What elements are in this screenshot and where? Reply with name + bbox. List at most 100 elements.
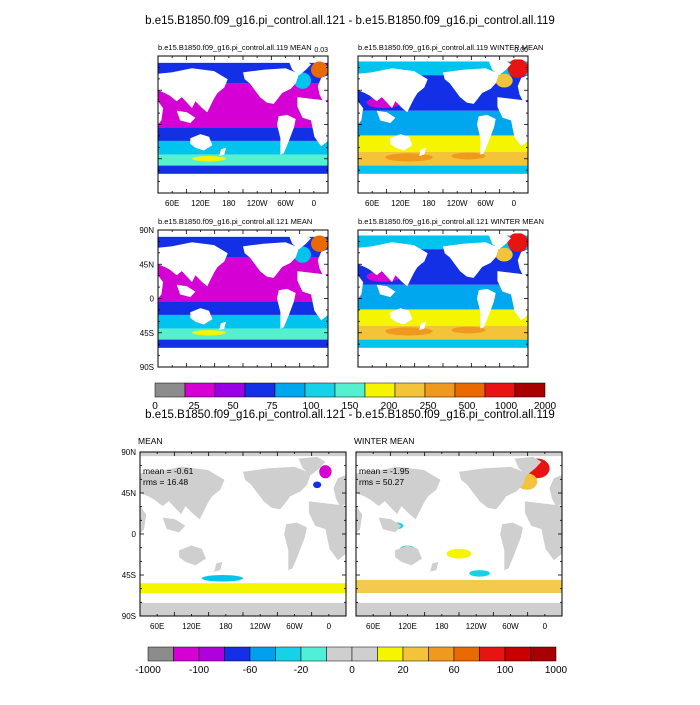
land-mask: [214, 561, 223, 572]
colorbar-swatch: [504, 646, 531, 662]
colorbar-swatch: [173, 646, 200, 662]
colorbar-swatch: [428, 646, 455, 662]
diff-title: b.e15.B1850.f09_g16.pi_control.all.121 -…: [145, 409, 555, 421]
land-mask: [356, 466, 441, 520]
land-mask: [158, 182, 328, 193]
lon-tick-label: 180: [422, 199, 436, 208]
colorbar-swatch: [351, 646, 378, 662]
land-mask: [298, 456, 326, 475]
land-mask: [179, 545, 206, 566]
colorbar-swatch: [479, 646, 506, 662]
lon-tick-label: 60E: [366, 622, 380, 631]
land-mask: [243, 68, 300, 104]
panel-title: b.e15.B1850.f09_g16.pi_control.all.119 W…: [358, 43, 543, 52]
colorbar-swatch: [275, 646, 302, 662]
lon-tick-label: 180: [219, 622, 233, 631]
panel-title: MEAN: [138, 436, 163, 446]
lon-tick-label: 60E: [365, 199, 379, 208]
land-mask: [284, 522, 307, 571]
lon-tick-label: 0: [327, 622, 332, 631]
colorbar-swatch: [424, 382, 456, 398]
lat-tick-label: 90S: [122, 612, 136, 621]
colorbar-label: 2000: [534, 401, 557, 412]
colorbar-swatch: [184, 382, 216, 398]
panel-ticks: [157, 229, 329, 368]
panel-corner-value: 0.03: [314, 47, 328, 54]
land-mask: [430, 561, 439, 572]
land-mask: [288, 234, 311, 250]
lon-tick-label: 60E: [150, 622, 164, 631]
land-mask: [497, 97, 528, 147]
land-mask: [517, 75, 528, 102]
lat-tick-label: 90S: [140, 363, 154, 372]
lon-tick-label: 180: [222, 199, 236, 208]
land-mask: [356, 602, 562, 616]
land-mask: [419, 147, 426, 156]
lon-tick-label: 180: [435, 622, 449, 631]
land-mask: [140, 506, 147, 534]
land-mask: [176, 284, 196, 298]
land-mask: [443, 68, 500, 104]
land-mask: [477, 114, 496, 155]
land-mask: [390, 308, 413, 325]
land-mask: [297, 271, 328, 321]
colorbar-swatch: [402, 646, 429, 662]
lon-tick-label: 60W: [277, 199, 294, 208]
land-mask: [358, 275, 364, 299]
top-title: b.e15.B1850.f09_g16.pi_control.all.121 -…: [145, 15, 555, 27]
land-mask: [378, 517, 402, 533]
land-mask: [376, 110, 396, 124]
land-mask: [356, 506, 363, 534]
land-mask: [358, 356, 528, 367]
colorbar-swatch: [198, 646, 225, 662]
land-mask: [376, 284, 396, 298]
lat-tick-label: 90N: [139, 226, 154, 235]
land-mask: [140, 466, 225, 520]
land-mask: [524, 501, 562, 561]
colorbar-label: 50: [227, 401, 239, 412]
panel-ticks: [355, 451, 563, 617]
colorbar-swatch: [154, 382, 186, 398]
panel-ticks: [357, 55, 529, 194]
lat-tick-label: 45N: [121, 489, 136, 498]
land-mask: [158, 356, 328, 367]
colorbar-label: 25: [188, 401, 200, 412]
land-mask: [158, 101, 164, 125]
colorbar-swatch: [224, 646, 251, 662]
land-mask: [317, 249, 328, 276]
lon-tick-label: 120W: [466, 622, 487, 631]
land-mask: [333, 475, 346, 507]
land-mask: [140, 602, 346, 616]
colorbar-label: 0: [349, 665, 355, 676]
colorbar-label: -1000: [135, 665, 161, 676]
colorbar-label: 20: [397, 665, 409, 676]
panel-stat: rms = 50.27: [359, 477, 404, 487]
colorbar-swatch: [514, 382, 546, 398]
lat-tick-label: 45N: [139, 260, 154, 269]
land-mask: [219, 147, 226, 156]
land-mask: [158, 242, 228, 287]
colorbar-swatch: [394, 382, 426, 398]
colorbar-label: -20: [294, 665, 309, 676]
diff-panel-1: 60E 120E 180 120W 60W 0 90N 45N 0 45S 90S MEAN mean …: [121, 436, 347, 631]
lon-tick-label: 60W: [286, 622, 303, 631]
colorbar-label: 500: [459, 401, 476, 412]
panel-ticks: [157, 55, 329, 194]
land-mask: [500, 522, 523, 571]
lon-tick-label: 0: [512, 199, 517, 208]
colorbar-swatch: [300, 646, 327, 662]
top-panel-4: b.e15.B1850.f09_g16.pi_control.all.121 W…: [357, 217, 544, 368]
panel-title: WINTER MEAN: [354, 436, 414, 446]
colorbar-label: -60: [243, 665, 258, 676]
land-mask: [497, 271, 528, 321]
lat-tick-label: 0: [132, 530, 137, 539]
land-mask: [358, 182, 528, 193]
land-mask: [243, 466, 311, 510]
colorbar-label: 75: [266, 401, 278, 412]
colorbar-label: 150: [342, 401, 359, 412]
top-panel-3: 90N 45N 0 45S 90S b.e15.B1850.f09_g16.pi_cont…: [139, 217, 329, 372]
lat-tick-label: 45S: [140, 329, 154, 338]
land-mask: [358, 242, 428, 287]
colorbar-label: 60: [448, 665, 460, 676]
